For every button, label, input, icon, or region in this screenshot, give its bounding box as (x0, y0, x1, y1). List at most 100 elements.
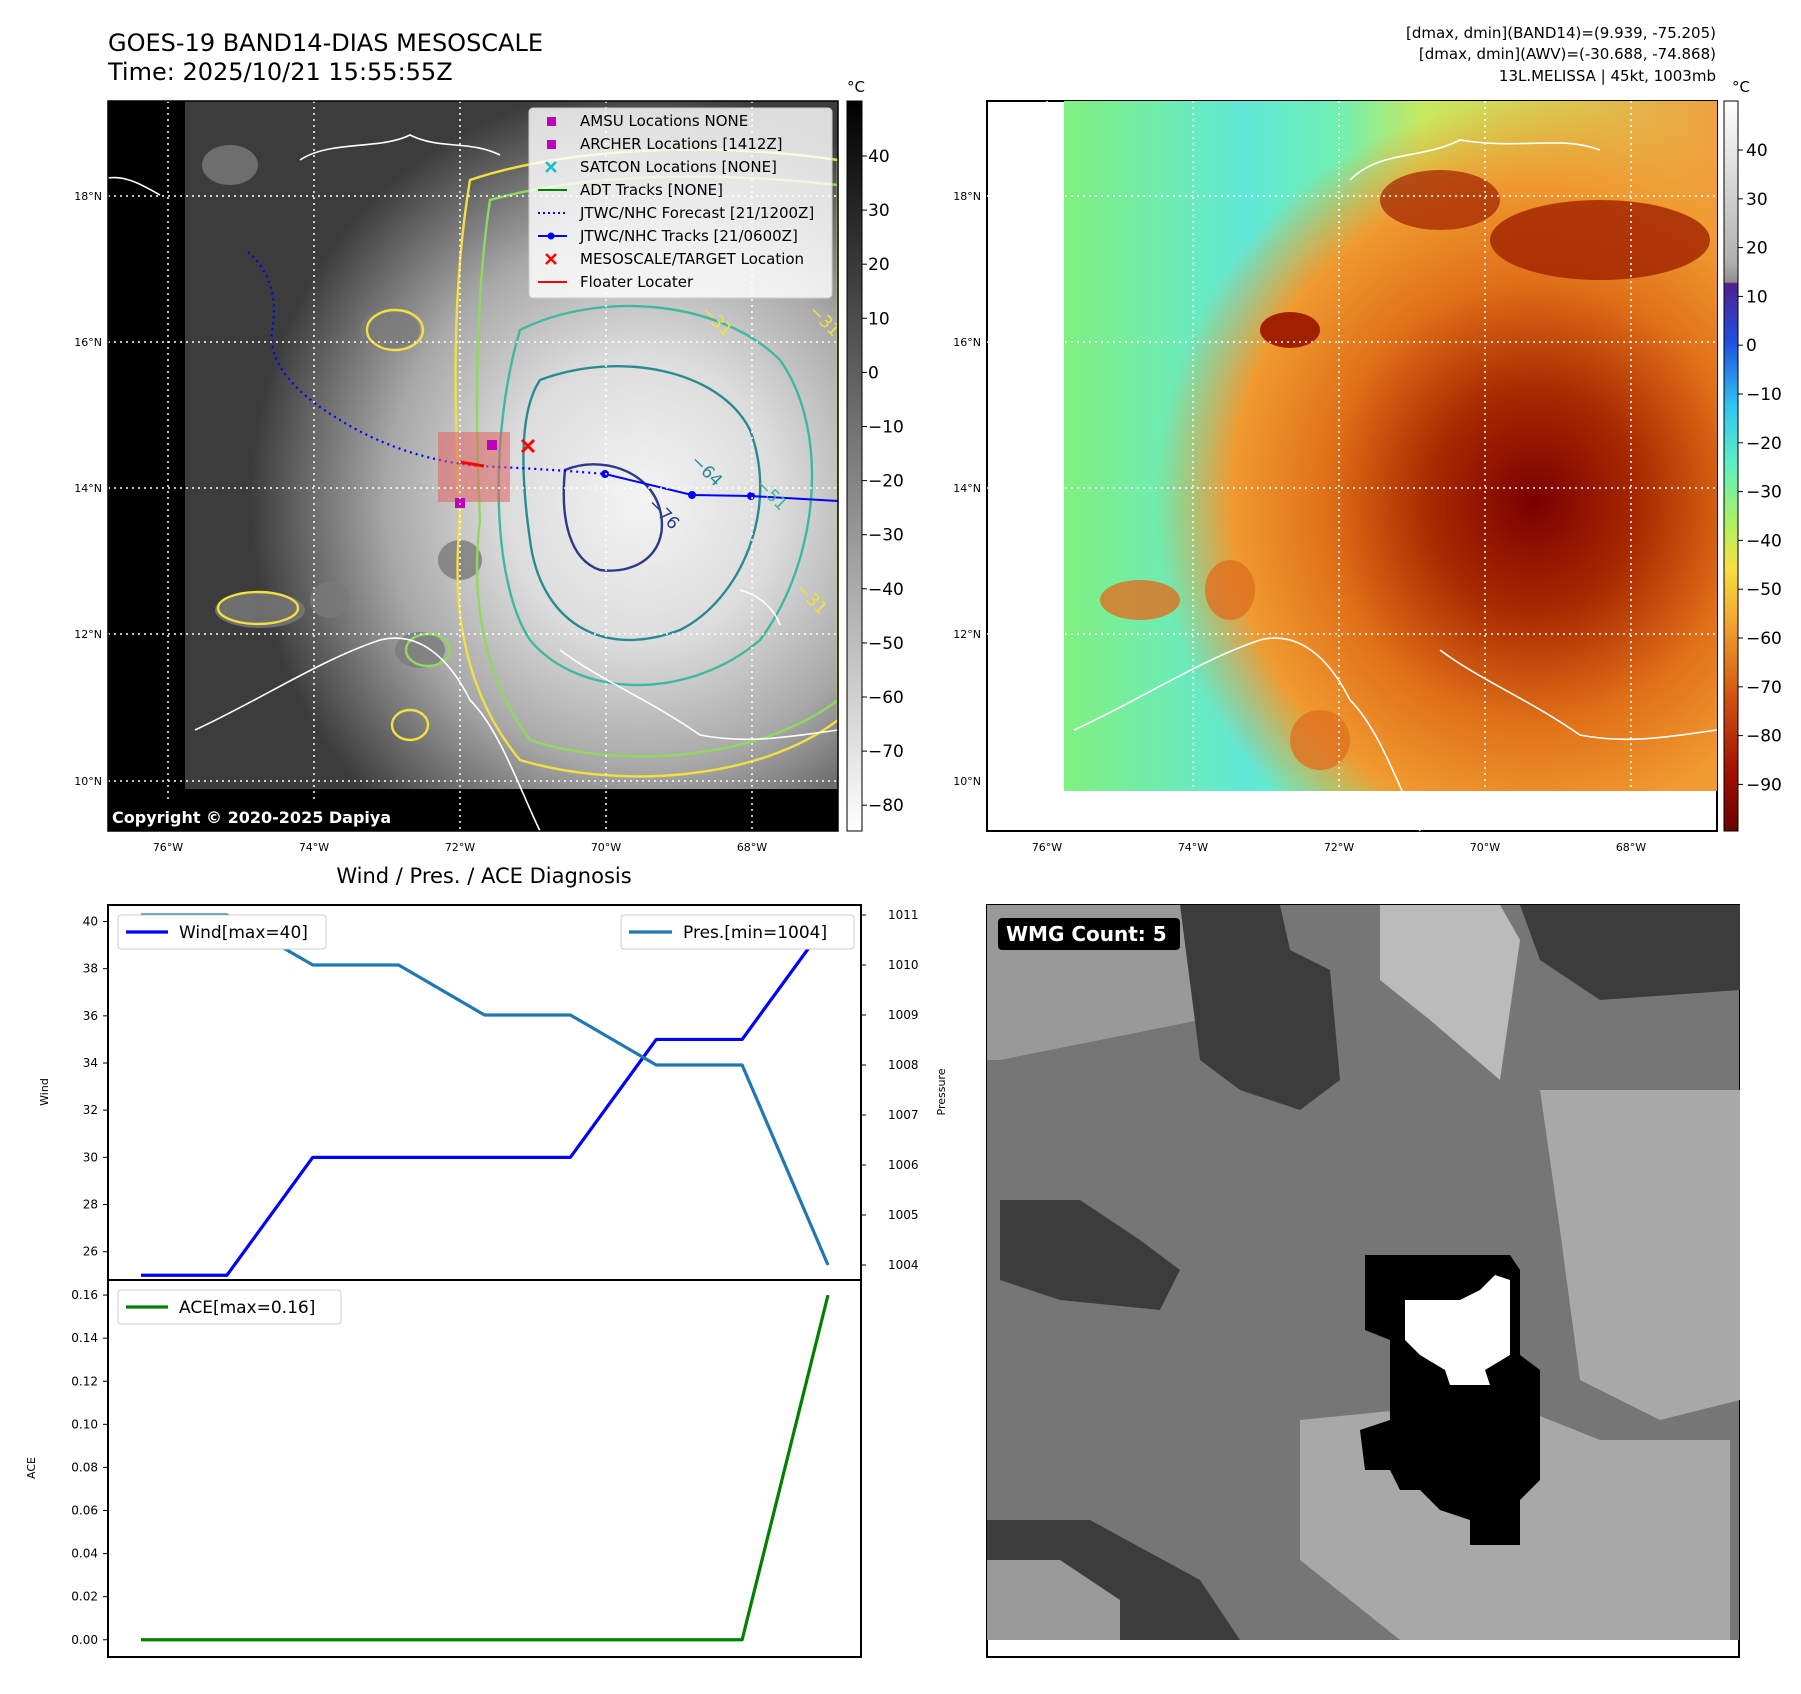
colorbar-tick-label: −60 (1746, 629, 1782, 649)
legend-label: SATCON Locations [NONE] (580, 158, 777, 176)
awv-lon-label: 68°W (1616, 841, 1646, 854)
wind-tick-label: 34 (83, 1056, 98, 1070)
pressure-tick-label: 1011 (888, 908, 919, 922)
ace-tick-label: 0.06 (71, 1504, 98, 1518)
colorbar-tick-label: 0 (1746, 336, 1757, 356)
wind-legend (117, 914, 327, 950)
ir-lon-label: 68°W (737, 841, 767, 854)
wind-tick-label: 26 (83, 1245, 98, 1259)
awv-lon-label: 72°W (1324, 841, 1354, 854)
colorbar-tick-label: 20 (1746, 239, 1768, 259)
legend-label: AMSU Locations NONE (580, 112, 748, 130)
copyright: Copyright © 2020-2025 Dapiya (112, 808, 391, 827)
pressure-tick-label: 1005 (888, 1208, 919, 1222)
colorbar-tick-label: −10 (868, 418, 904, 438)
ir-lat-label: 14°N (74, 482, 102, 495)
wmg-map: WMG Count: 5 (986, 904, 1740, 1658)
series-line-ace (141, 1294, 830, 1642)
wind-pressure-chart: 40 38 36 34 32 30 28 26 1011 1010 1009 1008 1007 1006… (83, 904, 919, 1281)
awv-lon-label: 76°W (1032, 841, 1062, 854)
ir-lon-label: 70°W (591, 841, 621, 854)
colorbar-tick-label: −40 (868, 580, 904, 600)
wind-axis-label: Wind (38, 1078, 51, 1106)
awv-lat-label: 14°N (953, 482, 981, 495)
ir-legend: AMSU Locations NONE ARCHER Locations [141… (528, 107, 833, 299)
ir-lat-label: 10°N (74, 775, 102, 788)
colorbar-tick-label: 10 (868, 309, 890, 329)
storm-info: 13L.MELISSA | 45kt, 1003mb (1499, 67, 1716, 85)
awv-lon-label: 74°W (1178, 841, 1208, 854)
colorbar-tick-label: −90 (1746, 775, 1782, 795)
ace-chart: 0.16 0.14 0.12 0.10 0.08 0.06 0.04 0.02 0.00 ACE[… (71, 1279, 862, 1658)
colorbar-tick-label: 0 (868, 363, 879, 383)
pressure-tick-label: 1004 (888, 1258, 919, 1272)
awv-colorbar: °C 40 30 20 10 0 −10 −20 −30 −40 −50 −60 −70 −80 −90 (1723, 78, 1782, 832)
ace-tick-label: 0.00 (71, 1633, 98, 1647)
ir-lat-label: 12°N (74, 628, 102, 641)
legend-label: MESOSCALE/TARGET Location (580, 250, 804, 268)
pressure-tick-label: 1006 (888, 1158, 919, 1172)
ir-map: −31 −31−64−76−31−51 Copyright © 2020-2025… (74, 100, 844, 854)
colorbar-tick-label: −80 (1746, 727, 1782, 747)
ir-lat-label: 16°N (74, 336, 102, 349)
colorbar-tick-label: 40 (1746, 141, 1768, 161)
stats-awv: [dmax, dmin](AWV)=(-30.688, -74.868) (1419, 45, 1716, 63)
legend-label: JTWC/NHC Tracks [21/0600Z] (579, 227, 798, 245)
wind-tick-label: 36 (83, 1009, 98, 1023)
awv-lon-label: 70°W (1470, 841, 1500, 854)
ace-legend (117, 1289, 342, 1325)
colorbar-tick-label: −80 (868, 796, 904, 816)
colorbar-tick-label: 30 (868, 201, 890, 221)
colorbar-tick-label: −30 (1746, 483, 1782, 503)
awv-colorbar-unit: °C (1732, 78, 1750, 96)
diagnosis-title: Wind / Pres. / ACE Diagnosis (336, 864, 631, 888)
legend-marker (547, 140, 556, 149)
ace-tick-label: 0.04 (71, 1547, 98, 1561)
ace-axis-label: ACE (25, 1457, 38, 1479)
awv-image (1064, 101, 1717, 831)
pressure-tick-label: 1009 (888, 1008, 919, 1022)
ir-lon-label: 74°W (299, 841, 329, 854)
colorbar-tick-label: −70 (868, 742, 904, 762)
pressure-legend-label: Pres.[min=1004] (683, 923, 827, 943)
ace-legend-label: ACE[max=0.16] (179, 1298, 315, 1318)
legend-marker (545, 253, 557, 265)
pressure-legend (620, 914, 855, 950)
ir-lon-label: 76°W (153, 841, 183, 854)
ace-tick-label: 0.14 (71, 1331, 98, 1345)
colorbar-tick-label: −20 (868, 472, 904, 492)
colorbar-tick-label: 40 (868, 147, 890, 167)
stats-band14: [dmax, dmin](BAND14)=(9.939, -75.205) (1406, 24, 1716, 42)
ir-lon-label: 72°W (445, 841, 475, 854)
wind-tick-label: 38 (83, 962, 98, 976)
wind-tick-label: 40 (83, 915, 98, 929)
legend-marker (545, 161, 557, 173)
colorbar-tick-label: −70 (1746, 678, 1782, 698)
wind-legend-label: Wind[max=40] (179, 923, 308, 943)
wind-tick-label: 30 (83, 1150, 98, 1164)
awv-map: 18°N 16°N 14°N 12°N 10°N 76°W 74°W 72°W 70°W 68°… (953, 100, 1718, 854)
legend-label: JTWC/NHC Forecast [21/1200Z] (579, 204, 814, 222)
colorbar-tick-label: −20 (1746, 434, 1782, 454)
wind-tick-label: 32 (83, 1103, 98, 1117)
ace-tick-label: 0.10 (71, 1417, 98, 1431)
legend-marker (538, 232, 567, 240)
ace-tick-label: 0.16 (71, 1288, 98, 1302)
pressure-tick-label: 1007 (888, 1108, 919, 1122)
colorbar-tick-label: −30 (868, 526, 904, 546)
colorbar-tick-label: 10 (1746, 287, 1768, 307)
figure-title: GOES-19 BAND14-DIAS MESOSCALE (108, 29, 543, 57)
ace-tick-label: 0.08 (71, 1460, 98, 1474)
awv-lat-label: 12°N (953, 628, 981, 641)
ace-tick-label: 0.12 (71, 1374, 98, 1388)
ir-lat-label: 18°N (74, 190, 102, 203)
wmg-image (987, 905, 1740, 1640)
colorbar-tick-label: −50 (868, 634, 904, 654)
pressure-tick-label: 1008 (888, 1058, 919, 1072)
figure-time: Time: 2025/10/21 15:55:55Z (107, 58, 453, 86)
colorbar-tick-label: −60 (868, 688, 904, 708)
pressure-tick-label: 1010 (888, 958, 919, 972)
wmg-count-badge: WMG Count: 5 (1006, 922, 1167, 946)
awv-lat-label: 18°N (953, 190, 981, 203)
